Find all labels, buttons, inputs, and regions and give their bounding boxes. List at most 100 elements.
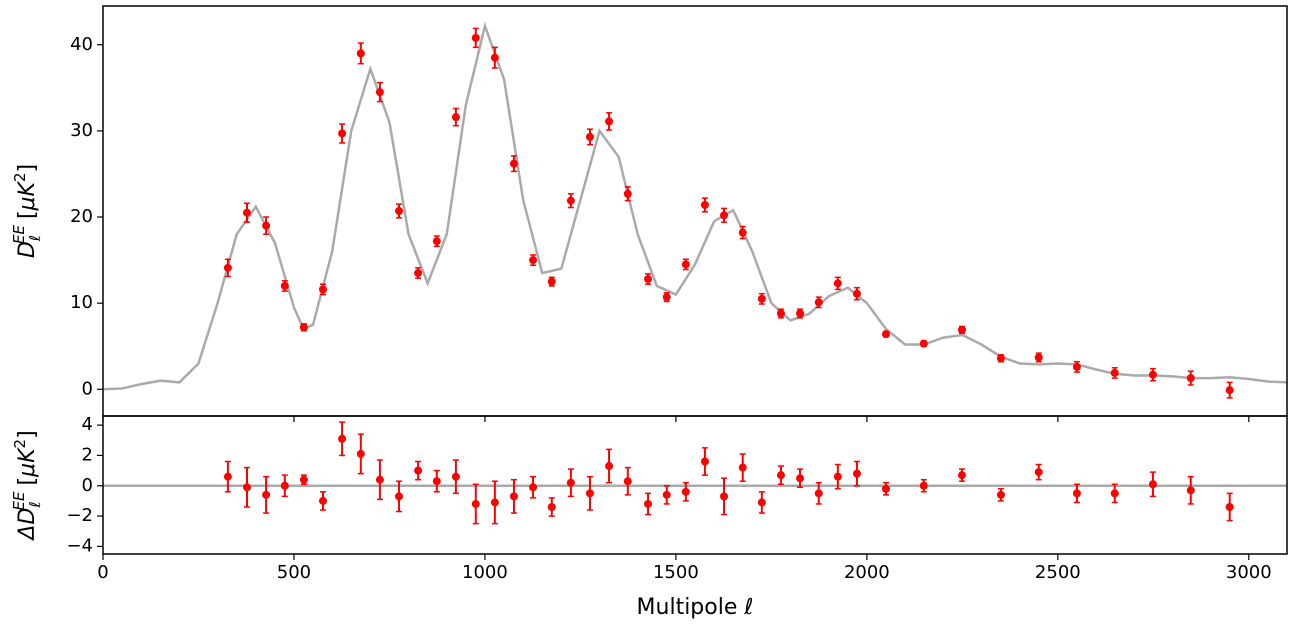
data-point [395, 492, 403, 501]
data-point [223, 472, 232, 481]
data-point [681, 260, 690, 269]
data-point [605, 462, 614, 471]
data-point [1072, 362, 1081, 371]
x-tick-label: 2000 [844, 562, 890, 583]
data-point [662, 293, 671, 302]
x-tick-label: 500 [277, 562, 311, 583]
y-tick-label: −4 [66, 535, 93, 556]
y-tick-label: 10 [70, 292, 93, 313]
data-point [375, 88, 384, 97]
data-point [547, 502, 556, 511]
y-axis-label: ΔDℓEE [μK2] [10, 430, 44, 541]
data-point [833, 472, 842, 481]
data-point [681, 487, 690, 496]
data-point [395, 207, 403, 215]
y-tick-label: 2 [82, 444, 93, 465]
x-tick-label: 3000 [1226, 562, 1272, 583]
data-point [796, 474, 805, 483]
data-point [996, 354, 1005, 363]
data-point [1072, 489, 1081, 498]
plot-frame [102, 415, 1288, 555]
y-tick-label: 20 [70, 206, 93, 227]
y-axis-label-part: 2 [11, 172, 29, 182]
y-axis-label: DℓEE [μK2] [10, 164, 44, 258]
data-point [242, 208, 251, 217]
y-tick-label: 0 [82, 378, 93, 399]
y-axis-label-part: [ [15, 477, 40, 486]
data-point [490, 498, 499, 507]
data-point [757, 294, 766, 303]
data-point [414, 269, 423, 278]
data-point [1186, 486, 1195, 495]
data-point [1225, 386, 1234, 395]
data-point [852, 469, 861, 478]
data-point [662, 490, 671, 499]
data-point [566, 196, 575, 205]
data-point [547, 277, 556, 286]
data-point [451, 472, 460, 481]
data-point [796, 309, 805, 318]
data-point [509, 492, 518, 501]
data-point [814, 298, 823, 307]
data-point [318, 285, 327, 294]
data-point [338, 434, 347, 443]
data-point [242, 483, 251, 492]
data-point [996, 490, 1005, 499]
data-point [738, 228, 747, 237]
y-axis-label-part: ] [15, 164, 40, 173]
data-point [223, 263, 232, 272]
data-point [356, 449, 365, 458]
y-axis-label-part: ℓ [26, 501, 44, 508]
data-point [1148, 480, 1157, 489]
data-point [1148, 370, 1157, 379]
data-point [757, 498, 766, 507]
y-axis-label-part: EE [10, 225, 28, 244]
data-point [375, 475, 384, 484]
data-point [1186, 374, 1195, 383]
data-point [776, 471, 785, 480]
data-point [919, 481, 928, 490]
data-point [529, 256, 538, 265]
data-point [776, 309, 785, 318]
data-point [432, 237, 441, 246]
data-point [471, 499, 480, 508]
plot-frame [102, 5, 1288, 417]
data-point [585, 132, 594, 141]
data-point [432, 477, 441, 486]
data-point [957, 325, 966, 334]
y-tick-label: 40 [70, 34, 93, 55]
data-point [566, 478, 575, 487]
data-point [700, 457, 709, 466]
data-point [356, 49, 365, 58]
y-tick-label: 4 [82, 414, 93, 435]
data-point [338, 129, 347, 138]
data-point [720, 492, 729, 501]
data-point [738, 463, 747, 472]
data-point [623, 477, 632, 486]
data-point [605, 117, 614, 126]
data-point [585, 489, 594, 498]
data-point [644, 499, 653, 508]
data-point [881, 330, 890, 339]
data-point [814, 489, 823, 498]
y-axis-label-part: μK [15, 447, 40, 478]
y-axis-label-part: ℓ [26, 235, 44, 242]
x-tick-label: 1000 [462, 562, 508, 583]
data-point [833, 279, 842, 288]
data-point [280, 481, 289, 490]
data-point [957, 471, 966, 480]
data-point [1110, 489, 1119, 498]
y-tick-label: −2 [66, 505, 93, 526]
y-tick-label: 0 [82, 475, 93, 496]
data-point [1225, 502, 1234, 511]
data-point [262, 221, 271, 230]
y-axis-label-part: ] [15, 430, 40, 439]
data-point [280, 281, 289, 290]
data-point [720, 211, 729, 220]
x-tick-label: 2500 [1035, 562, 1081, 583]
data-point [1034, 353, 1043, 362]
data-point [451, 113, 460, 122]
data-point [414, 466, 423, 475]
